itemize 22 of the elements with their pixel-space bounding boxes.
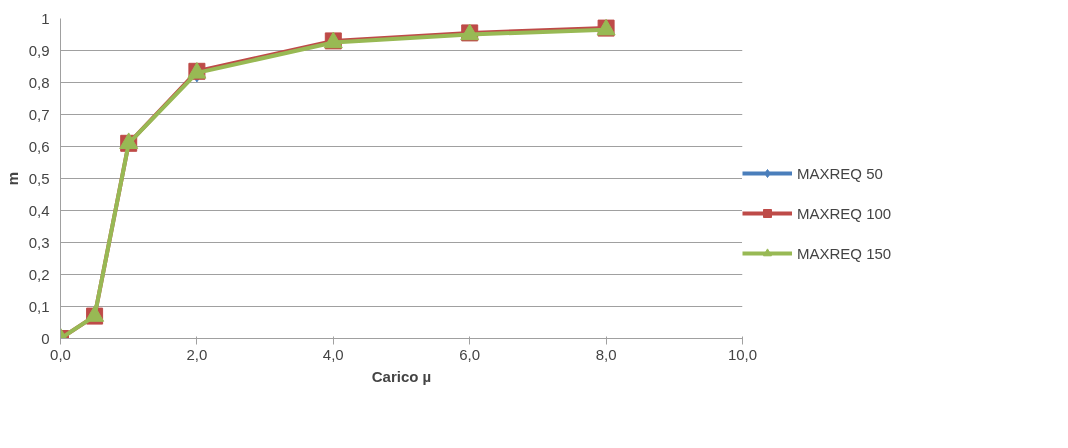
x-tick-label: 2,0 [186,345,208,363]
x-tick-label: 4,0 [322,345,344,363]
y-axis-title: m [3,171,21,186]
y-tick-label: 0,9 [28,41,50,59]
y-tick-label: 0,1 [28,297,50,315]
y-tick-label: 0,7 [28,105,50,123]
x-tick-label: 6,0 [459,345,481,363]
y-tick-label: 1 [41,9,50,27]
x-tick-label: 0,0 [50,345,71,363]
y-tick-label: 0,6 [28,137,50,155]
y-tick-label: 0,4 [28,201,50,219]
y-tick-label: 0,5 [28,169,50,187]
x-tick-label: 10,0 [727,345,758,363]
x-tick-label: 8,0 [595,345,617,363]
legend-label: MAXREQ 50 [797,164,883,182]
y-tick-label: 0,2 [28,265,50,283]
y-tick-label: 0 [41,329,50,347]
y-tick-label: 0,8 [28,73,50,91]
x-axis-title: Carico µ [371,367,432,385]
y-tick-label: 0,3 [28,233,50,251]
legend-label: MAXREQ 150 [797,244,892,262]
legend-label: MAXREQ 100 [797,204,892,222]
